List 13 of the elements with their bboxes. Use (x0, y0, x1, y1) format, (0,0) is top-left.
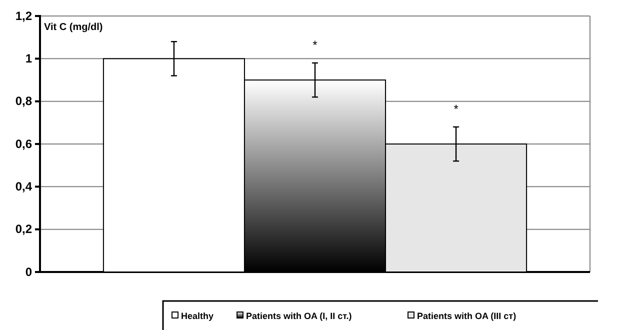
legend-label: Healthy (181, 311, 214, 321)
y-tick-label: 0,2 (15, 222, 32, 236)
y-tick-label: 1 (25, 52, 32, 66)
annotation: * (454, 102, 459, 116)
y-axis-title: Vit C (mg/dl) (44, 22, 103, 33)
legend-label: Patients with OA (III ст) (417, 311, 516, 321)
y-tick-label: 0,6 (15, 136, 32, 151)
y-tick-label: 0,4 (15, 180, 32, 194)
annotation: * (312, 38, 318, 52)
legend-label: Patients with OA (I, II ст.) (246, 311, 352, 321)
y-tick-label: 0 (25, 264, 32, 279)
y-tick-label: 1,2 (15, 8, 32, 23)
y-tick-label: 0,8 (15, 94, 32, 108)
